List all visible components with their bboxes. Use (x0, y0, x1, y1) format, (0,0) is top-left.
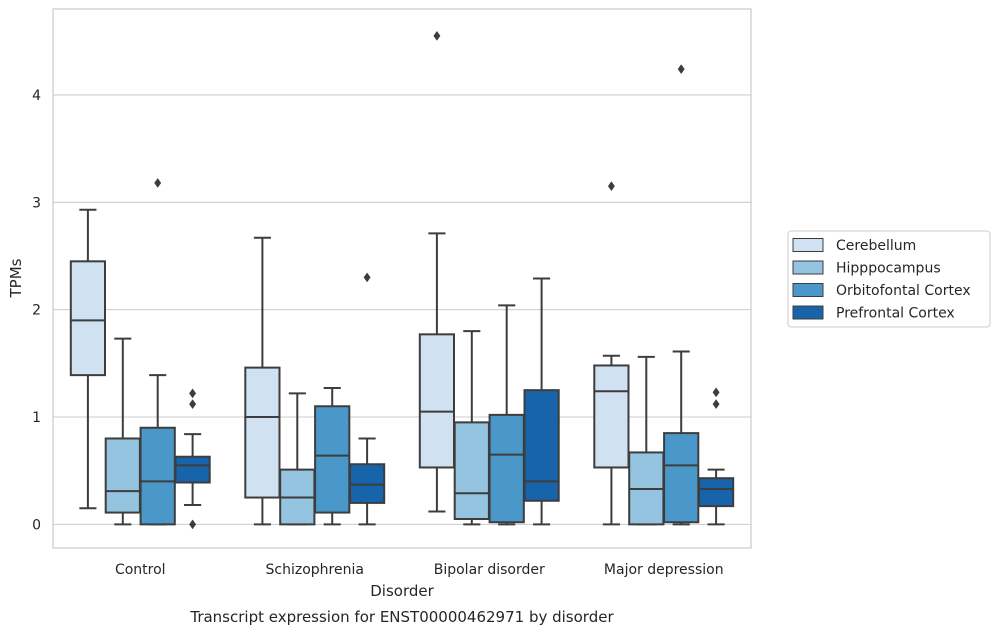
box-2-2 (488, 304, 525, 526)
box-3-0 (593, 181, 630, 526)
box-0-3 (174, 388, 211, 530)
legend-swatch (792, 238, 824, 252)
iqr-box (104, 437, 141, 514)
box-2-1 (453, 330, 490, 526)
box-3-2 (663, 64, 700, 526)
outlier-point (189, 519, 197, 530)
iqr-box (523, 389, 560, 502)
y-tick-labels: 0 1 2 3 4 (32, 88, 41, 533)
outlier-point (154, 178, 162, 188)
box-0-1 (104, 337, 141, 526)
iqr-box (348, 463, 386, 504)
legend-label: Hipppocampus (836, 261, 941, 277)
x-tick-labels: Control Schizophrenia Bipolar disorder Majo… (115, 562, 724, 578)
box-plots (69, 30, 735, 530)
x-tick-label: Schizophrenia (266, 562, 364, 578)
legend-frame (787, 230, 991, 328)
y-tick-label: 0 (32, 517, 41, 533)
iqr-box (697, 477, 735, 508)
x-tick-label: Bipolar disorder (434, 562, 545, 578)
iqr-box (69, 260, 107, 377)
x-axis-title: Disorder (370, 582, 434, 600)
y-tick-label: 4 (32, 88, 41, 104)
iqr-box (453, 421, 490, 521)
box-0-2 (139, 178, 176, 526)
legend-swatch (792, 260, 824, 275)
iqr-box (488, 413, 525, 524)
outlier-point (677, 64, 685, 75)
y-tick-label: 1 (32, 410, 41, 426)
legend-label: Orbitofontal Cortex (836, 283, 971, 299)
outlier-point (607, 181, 615, 192)
iqr-box (593, 364, 630, 469)
legend-swatch (792, 283, 824, 297)
box-1-3 (348, 272, 386, 526)
iqr-box (314, 405, 351, 514)
iqr-box (244, 366, 281, 499)
outlier-point (433, 30, 441, 41)
box-0-0 (69, 208, 107, 510)
y-tick-label: 3 (32, 195, 41, 211)
legend-label: Prefrontal Cortex (836, 306, 955, 322)
chart-title: Transcript expression for ENST0000046297… (189, 608, 614, 626)
legend: Cerebellum Hipppocampus Orbitofontal Corte… (787, 230, 991, 328)
box-3-1 (628, 355, 665, 526)
x-tick-label: Major depression (604, 562, 724, 578)
plot-frame (52, 8, 752, 549)
iqr-box (139, 426, 176, 526)
outlier-point (712, 387, 720, 398)
legend-swatch (792, 305, 824, 320)
outlier-point (712, 399, 720, 410)
box-1-1 (279, 392, 316, 526)
box-1-2 (314, 387, 351, 526)
box-1-0 (244, 236, 281, 526)
y-axis-title: TPMs (7, 258, 25, 298)
box-2-3 (523, 277, 560, 526)
y-tick-label: 2 (32, 303, 41, 319)
box-3-3 (697, 387, 735, 526)
outlier-point (189, 388, 197, 399)
legend-label: Cerebellum (836, 238, 916, 254)
outlier-point (363, 272, 371, 283)
x-tick-label: Control (115, 562, 166, 578)
iqr-box (663, 432, 700, 524)
box-2-0 (418, 30, 456, 513)
iqr-box (174, 455, 211, 484)
iqr-box (418, 333, 456, 469)
outlier-point (189, 399, 197, 410)
